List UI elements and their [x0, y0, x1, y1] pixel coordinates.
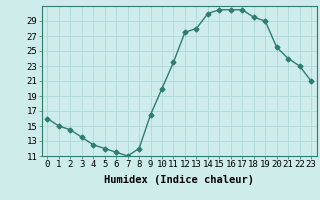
X-axis label: Humidex (Indice chaleur): Humidex (Indice chaleur): [104, 175, 254, 185]
